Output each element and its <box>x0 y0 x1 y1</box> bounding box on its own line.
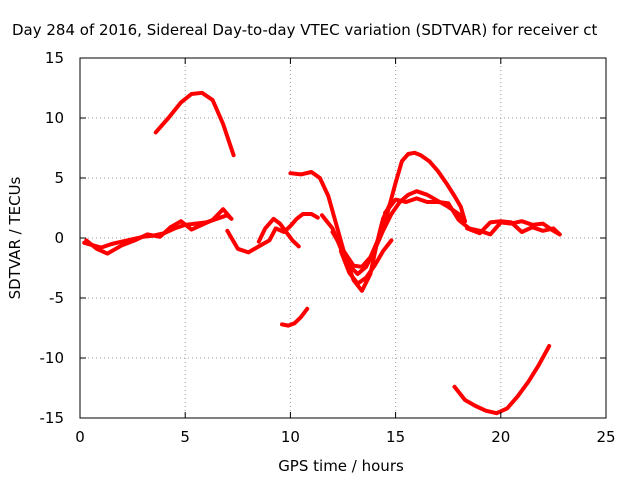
y-tick-label: -10 <box>40 349 65 367</box>
x-tick-label: 10 <box>281 428 300 446</box>
x-tick-label: 25 <box>596 428 615 446</box>
series-line-track-7 <box>288 170 392 293</box>
y-tick-label: -15 <box>40 409 65 427</box>
x-tick-label: 20 <box>491 428 510 446</box>
x-tick-label: 5 <box>180 428 190 446</box>
y-tick-label: 0 <box>54 229 64 247</box>
grid-lines <box>80 58 606 418</box>
y-tick-label: 10 <box>45 109 64 127</box>
series-layer <box>82 90 562 416</box>
y-tick-labels: 15 10 5 0 -5 -10 -15 <box>40 49 65 427</box>
y-axis-label: SDTVAR / TECUs <box>6 176 24 299</box>
series-line-track-3 <box>153 90 236 158</box>
x-axis-label: GPS time / hours <box>278 457 404 475</box>
series-line-track-9 <box>330 150 467 269</box>
series-line-track-10 <box>338 238 394 286</box>
y-tick-label: 15 <box>45 49 64 67</box>
series-line-track-2 <box>84 207 232 256</box>
y-tick-label: 5 <box>54 169 64 187</box>
series-line-track-12 <box>465 219 562 237</box>
series-line-track-6 <box>280 306 310 328</box>
axis-ticks <box>79 57 607 419</box>
x-tick-label: 15 <box>386 428 405 446</box>
x-tick-label: 0 <box>75 428 85 446</box>
series-line-track-13 <box>452 344 552 416</box>
series-line-track-4 <box>225 212 320 255</box>
series-line-track-5 <box>256 216 301 249</box>
y-tick-label: -5 <box>49 289 64 307</box>
x-tick-labels: 0 5 10 15 20 25 <box>75 428 615 446</box>
chart-title: Day 284 of 2016, Sidereal Day-to-day VTE… <box>12 21 598 39</box>
